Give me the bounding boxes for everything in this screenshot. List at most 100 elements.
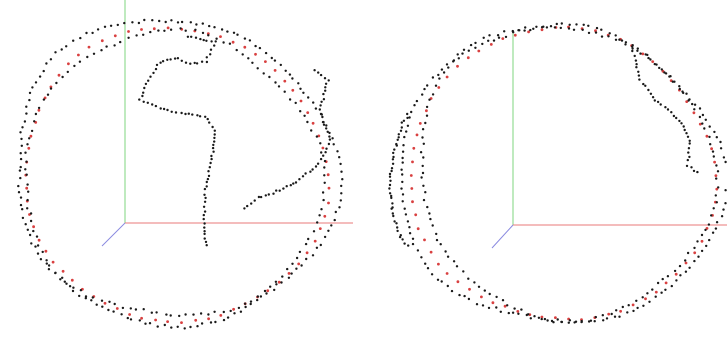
- measured-point: [310, 129, 313, 132]
- measured-point: [30, 242, 33, 245]
- measured-point: [452, 60, 455, 63]
- measured-point: [711, 231, 715, 234]
- measured-point: [137, 21, 141, 25]
- trace-point: [319, 157, 323, 161]
- measured-point: [200, 322, 204, 325]
- measured-point: [176, 325, 179, 328]
- measured-point: [30, 129, 34, 133]
- trace-point: [678, 119, 681, 123]
- trace-point: [664, 106, 667, 109]
- measured-point: [685, 92, 688, 95]
- trace-point: [285, 185, 288, 188]
- measured-point: [529, 317, 532, 320]
- measured-point: [391, 206, 394, 209]
- trace-point: [633, 54, 636, 58]
- measured-point: [131, 21, 134, 24]
- measured-point: [644, 53, 647, 56]
- measured-point: [711, 150, 715, 153]
- measured-point: [294, 101, 297, 105]
- measured-point: [714, 194, 717, 197]
- reference-point: [468, 287, 471, 291]
- measured-point: [408, 116, 411, 119]
- measured-point: [675, 279, 678, 282]
- reference-point: [318, 227, 322, 231]
- trace-point: [209, 53, 212, 56]
- measured-point: [649, 58, 652, 61]
- trace-point: [166, 58, 169, 61]
- measured-point: [299, 87, 302, 91]
- trace-point: [138, 98, 141, 101]
- measured-point: [580, 320, 583, 324]
- measured-point: [463, 294, 466, 298]
- reference-point: [166, 26, 170, 30]
- trace-point: [272, 192, 275, 195]
- measured-point: [180, 20, 184, 24]
- measured-point: [556, 318, 559, 321]
- measured-point: [25, 160, 28, 163]
- measured-point: [391, 158, 395, 161]
- measured-point: [682, 91, 685, 95]
- trace-point: [246, 204, 249, 208]
- measured-point: [691, 102, 694, 106]
- reference-point: [437, 262, 440, 266]
- measured-point: [247, 57, 250, 60]
- reference-point: [540, 28, 544, 32]
- trace-point: [154, 67, 158, 71]
- measured-point: [327, 229, 330, 232]
- measured-point: [608, 32, 611, 35]
- measured-point: [705, 244, 708, 248]
- measured-point: [298, 250, 302, 254]
- measured-point: [330, 224, 333, 227]
- measured-point: [17, 184, 20, 188]
- trace-point: [149, 75, 152, 78]
- measured-point: [446, 284, 449, 288]
- reference-point: [67, 62, 70, 66]
- measured-point: [715, 136, 718, 139]
- measured-point: [447, 66, 450, 69]
- measured-point: [496, 34, 500, 37]
- trace-point: [155, 63, 159, 67]
- trace-point: [687, 151, 690, 154]
- measured-point: [684, 259, 687, 262]
- reference-point: [273, 69, 277, 72]
- measured-point: [401, 193, 405, 196]
- trace-point: [199, 37, 202, 41]
- measured-point: [280, 281, 283, 284]
- trace-point: [656, 100, 660, 104]
- measured-point: [474, 46, 477, 49]
- left-interior-trace: [138, 35, 332, 247]
- trace-point: [696, 170, 699, 174]
- reference-point: [409, 174, 413, 177]
- reference-point: [299, 99, 303, 103]
- measured-point: [26, 228, 29, 231]
- trace-point: [304, 172, 307, 175]
- measured-point: [54, 51, 57, 54]
- measured-point: [23, 120, 27, 123]
- reference-point: [685, 100, 689, 103]
- measured-point: [290, 272, 293, 275]
- measured-point: [455, 265, 459, 268]
- measured-point: [208, 24, 211, 28]
- reference-point: [710, 147, 713, 151]
- measured-point: [155, 311, 158, 314]
- measured-point: [673, 80, 676, 83]
- trace-point: [142, 91, 145, 94]
- measured-point: [420, 176, 423, 179]
- measured-point: [555, 22, 558, 26]
- measured-point: [241, 53, 244, 56]
- measured-point: [431, 93, 435, 96]
- measured-point: [567, 321, 570, 324]
- reference-point: [283, 79, 287, 83]
- reference-point: [207, 317, 211, 321]
- measured-point: [698, 107, 702, 110]
- measured-point: [396, 226, 399, 229]
- reference-point: [713, 160, 716, 164]
- measured-point: [39, 258, 43, 261]
- measured-point: [295, 267, 298, 270]
- trace-point: [653, 99, 656, 102]
- trace-point: [196, 114, 199, 117]
- reference-point: [254, 52, 257, 56]
- measured-point: [624, 41, 628, 44]
- measured-point: [467, 49, 470, 52]
- trace-point: [207, 170, 210, 173]
